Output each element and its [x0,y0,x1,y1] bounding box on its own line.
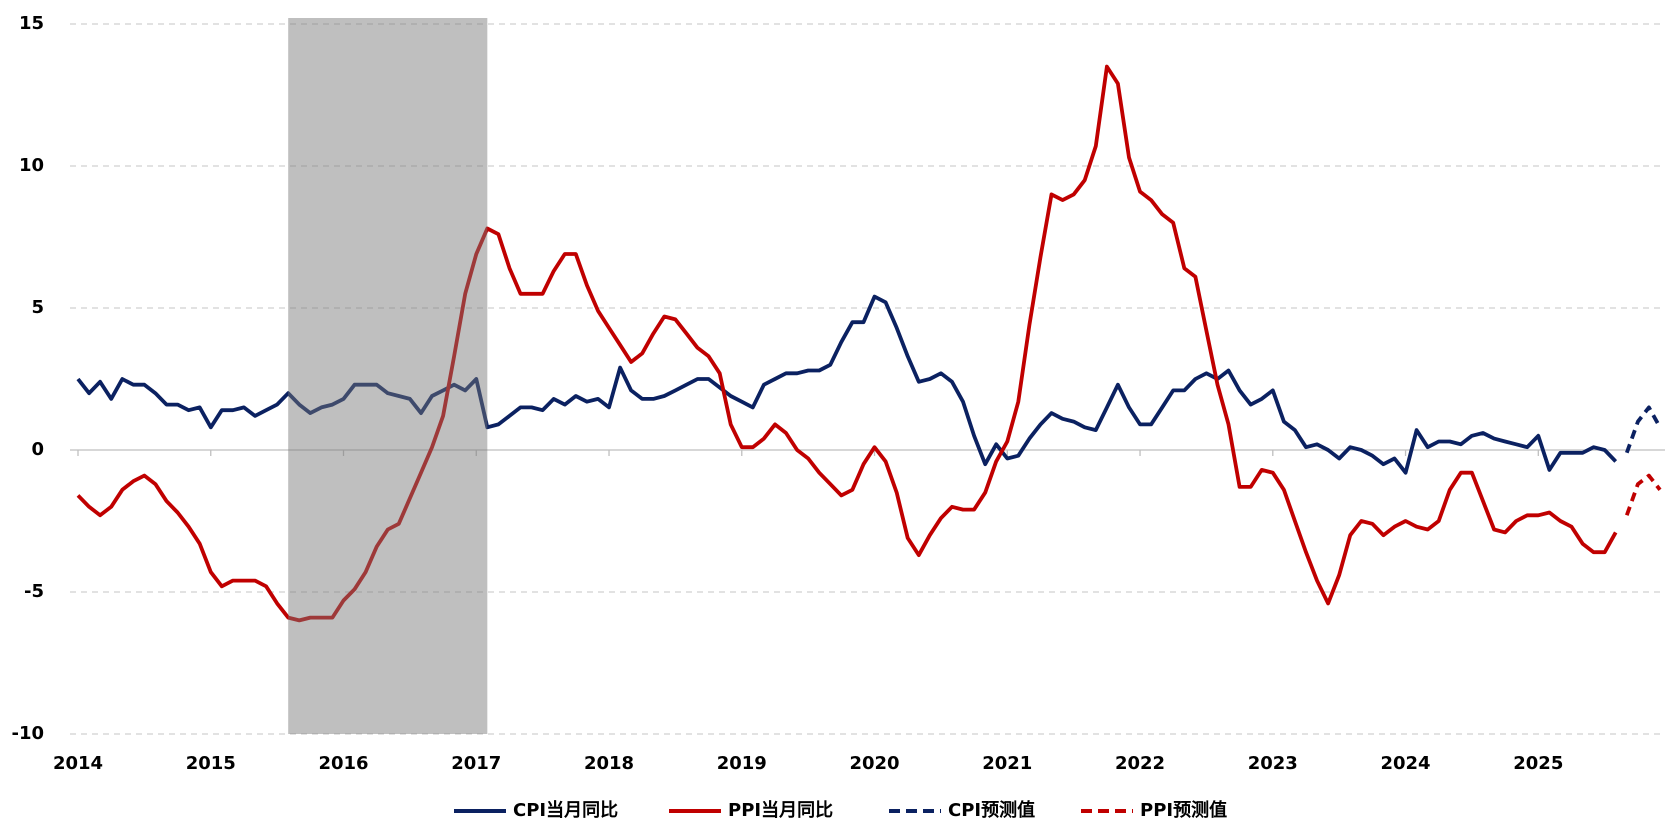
x-tick-label: 2023 [1248,753,1298,774]
x-tick-label: 2016 [318,753,368,774]
legend-label: PPI当月同比 [728,799,833,821]
series-line [1625,405,1662,454]
x-tick-label: 2021 [982,753,1032,774]
series-line [76,64,1618,623]
legend-label: PPI预测值 [1140,799,1227,821]
x-tick-label: 2024 [1380,753,1430,774]
x-tick-label: 2022 [1115,753,1165,774]
x-tick-label: 2017 [451,753,501,774]
x-tick-label: 2014 [53,753,103,774]
x-tick-label: 2015 [186,753,236,774]
y-tick-label: 10 [19,155,44,176]
x-tick-label: 2019 [717,753,767,774]
series-line [1625,473,1662,516]
y-tick-label: -10 [11,723,44,744]
y-tick-label: 0 [31,439,44,460]
y-tick-label: 15 [19,13,44,34]
x-tick-label: 2018 [584,753,634,774]
x-tick-label: 2020 [849,753,899,774]
series-line [76,294,1618,475]
x-tick-label: 2025 [1513,753,1563,774]
y-tick-label: 5 [31,297,44,318]
legend-label: CPI当月同比 [513,799,618,821]
legend-label: CPI预测值 [948,799,1035,821]
y-tick-label: -5 [24,581,44,602]
shaded-period [288,18,488,734]
